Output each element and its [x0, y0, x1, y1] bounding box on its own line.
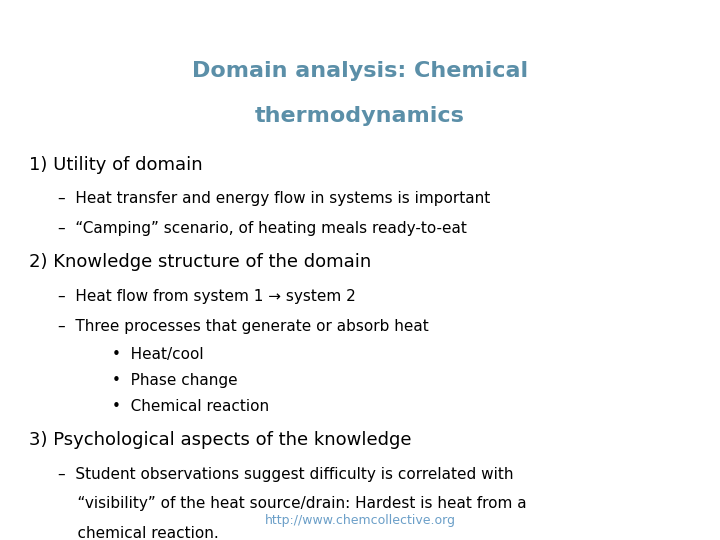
Text: 3) Psychological aspects of the knowledge: 3) Psychological aspects of the knowledg…	[29, 431, 411, 449]
Text: thermodynamics: thermodynamics	[255, 106, 465, 126]
Text: Domain analysis: Chemical: Domain analysis: Chemical	[192, 61, 528, 81]
Text: 1) Utility of domain: 1) Utility of domain	[29, 156, 202, 174]
Text: –  Heat flow from system 1 → system 2: – Heat flow from system 1 → system 2	[58, 289, 356, 303]
Text: •  Chemical reaction: • Chemical reaction	[112, 399, 269, 414]
Text: •  Heat/cool: • Heat/cool	[112, 347, 203, 362]
Text: •  Phase change: • Phase change	[112, 373, 237, 388]
Text: –  “Camping” scenario, of heating meals ready-to-eat: – “Camping” scenario, of heating meals r…	[58, 221, 467, 236]
Text: http://www.chemcollective.org: http://www.chemcollective.org	[264, 514, 456, 527]
Text: –  Student observations suggest difficulty is correlated with: – Student observations suggest difficult…	[58, 467, 513, 482]
Text: –  Heat transfer and energy flow in systems is important: – Heat transfer and energy flow in syste…	[58, 191, 490, 206]
Text: –  Three processes that generate or absorb heat: – Three processes that generate or absor…	[58, 319, 428, 334]
Text: 2) Knowledge structure of the domain: 2) Knowledge structure of the domain	[29, 253, 371, 271]
Text: GRC 2007: GRC 2007	[11, 514, 79, 527]
Text: chemical reaction.: chemical reaction.	[58, 526, 218, 540]
Text: 23: 23	[693, 514, 709, 527]
Text: “visibility” of the heat source/drain: Hardest is heat from a: “visibility” of the heat source/drain: H…	[58, 496, 526, 511]
